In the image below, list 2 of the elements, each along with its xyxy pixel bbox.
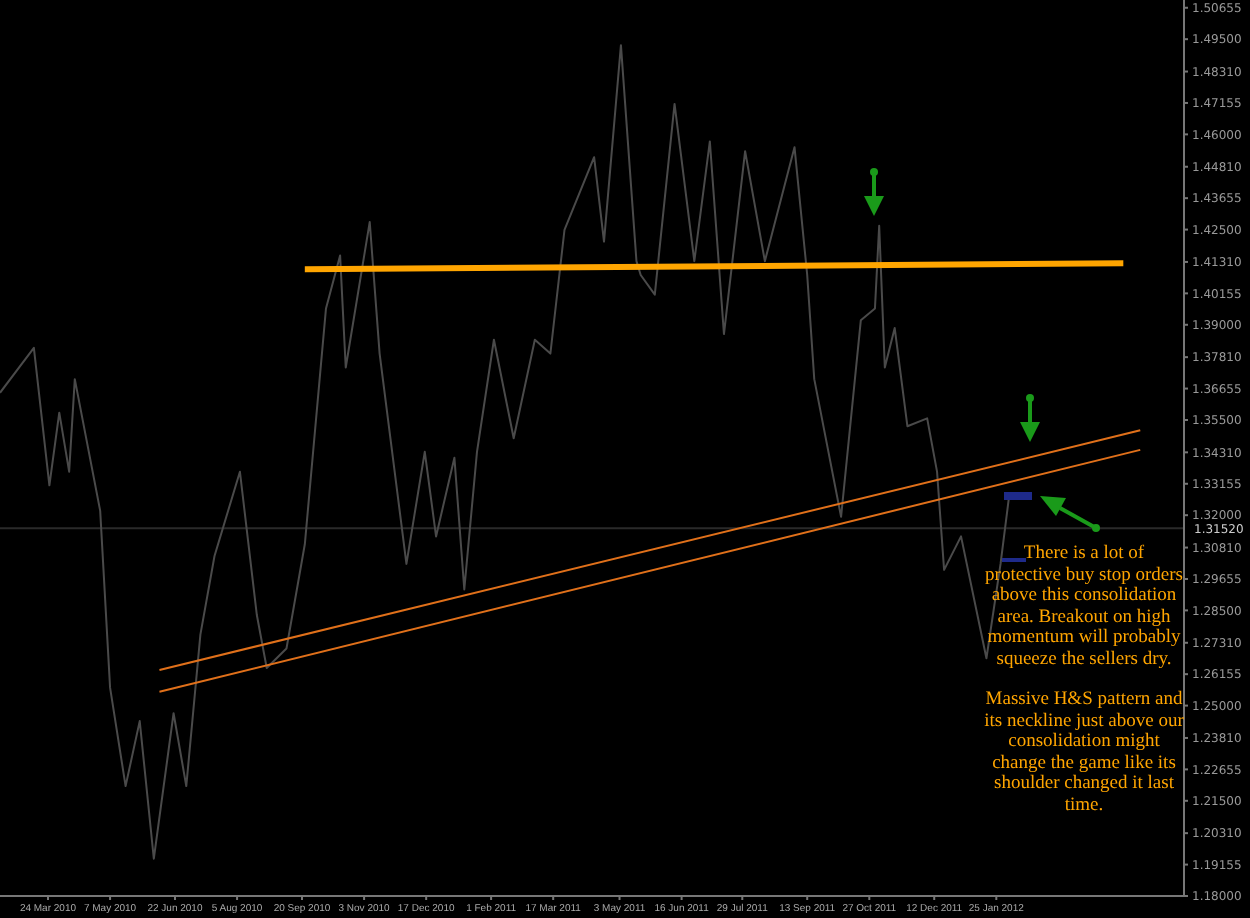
annotation: Massive H&S pattern and its neckline just above our consolidation might change the game like its shoulder changed it last time. (984, 690, 1184, 816)
annotation: There is a lot of protective buy stop orders above this consolidation area. Breakout on high momentum will probably squeeze the sellers dry. (984, 544, 1184, 670)
